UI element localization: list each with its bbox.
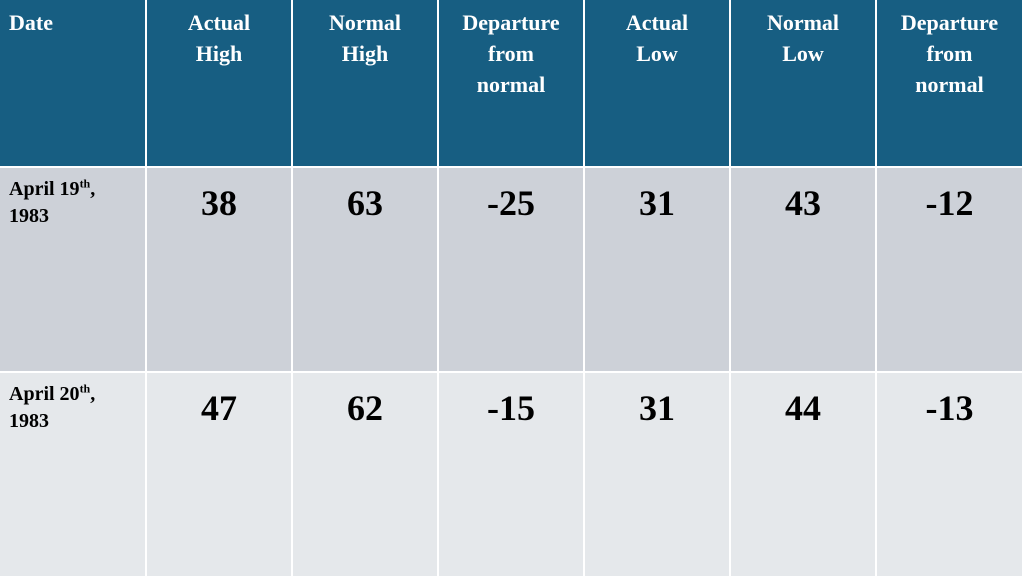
header-text: Low (636, 41, 678, 66)
header-cell: Normal High (293, 0, 439, 168)
date-year: 1983 (9, 410, 49, 432)
header-text: from (926, 41, 973, 66)
header-text: Normal (328, 10, 402, 35)
value-cell: 44 (731, 373, 877, 578)
header-text: normal (476, 72, 546, 97)
header-text: Departure (462, 10, 560, 35)
header-text: Normal (766, 10, 840, 35)
date-cell: April 19th, 1983 (0, 168, 147, 373)
header-text: Departure (900, 10, 999, 35)
date-text: April 20 (9, 383, 80, 405)
date-punct: , (90, 383, 96, 405)
date-cell: April 20th, 1983 (0, 373, 147, 578)
date-text: April 19 (9, 178, 80, 200)
header-text: High (195, 41, 243, 66)
value-cell: 62 (293, 373, 439, 578)
header-text: Date (9, 10, 53, 35)
value-cell: 31 (585, 168, 731, 373)
header-text: normal (915, 72, 984, 97)
header-text: Low (782, 41, 824, 66)
date-line: April 19th, (9, 176, 145, 203)
date-suffix: th (79, 381, 91, 396)
value-cell: -15 (439, 373, 585, 578)
header-text: High (341, 41, 389, 66)
value-cell: 43 (731, 168, 877, 373)
date-year: 1983 (9, 205, 49, 227)
header-cell: Departure from normal (877, 0, 1024, 168)
header-cell: Normal Low (731, 0, 877, 168)
value-cell: 63 (293, 168, 439, 373)
value-cell: 38 (147, 168, 293, 373)
value-cell: -25 (439, 168, 585, 373)
header-text: Actual (187, 10, 251, 35)
value-cell: 31 (585, 373, 731, 578)
date-punct: , (90, 178, 96, 200)
value-cell: 47 (147, 373, 293, 578)
header-cell: Date (0, 0, 147, 168)
header-text: Actual (625, 10, 689, 35)
header-cell: Actual Low (585, 0, 731, 168)
value-cell: -13 (877, 373, 1024, 578)
header-cell: Actual High (147, 0, 293, 168)
date-suffix: th (79, 176, 91, 191)
header-text: from (487, 41, 535, 66)
header-cell: Departure from normal (439, 0, 585, 168)
value-cell: -12 (877, 168, 1024, 373)
date-line: April 20th, (9, 381, 145, 408)
